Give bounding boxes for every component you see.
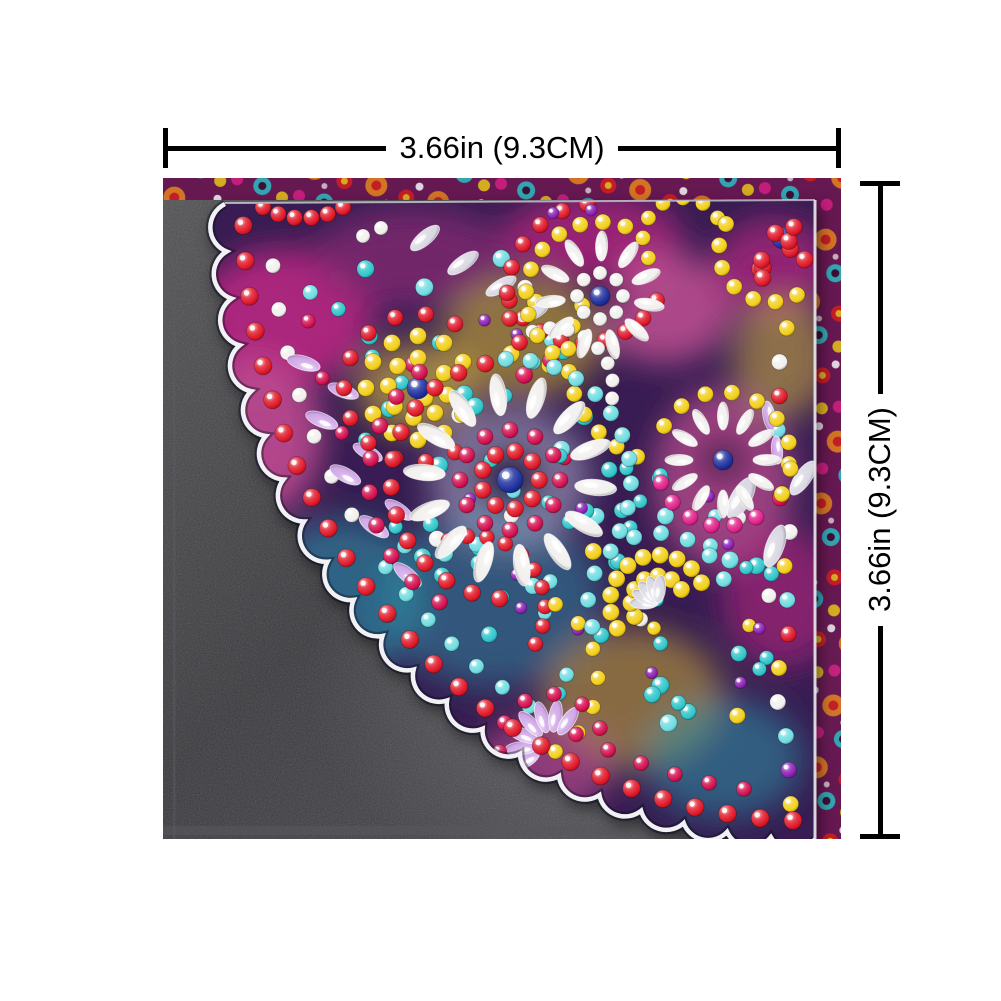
width-dimension-label: 3.66in (9.3CM) (399, 130, 605, 165)
height-dimension: 3.66in (9.3CM) (860, 181, 900, 839)
width-dimension-line-right (617, 145, 836, 151)
width-dimension-left-cap (163, 128, 168, 168)
bookmark-gems (233, 200, 816, 830)
height-dimension-line-bottom (877, 625, 883, 834)
width-dimension: 3.66in (9.3CM) (163, 128, 841, 168)
height-dimension-top-cap (860, 181, 900, 186)
width-dimension-line-left (168, 145, 387, 151)
corner-bookmark (205, 199, 817, 839)
height-dimension-line-top (877, 186, 883, 395)
product-photo (163, 178, 841, 839)
bookmark-scalloped-edge (205, 199, 817, 839)
height-dimension-label: 3.66in (9.3CM) (862, 407, 897, 613)
height-dimension-bottom-cap (860, 834, 900, 839)
width-dimension-right-cap (836, 128, 841, 168)
